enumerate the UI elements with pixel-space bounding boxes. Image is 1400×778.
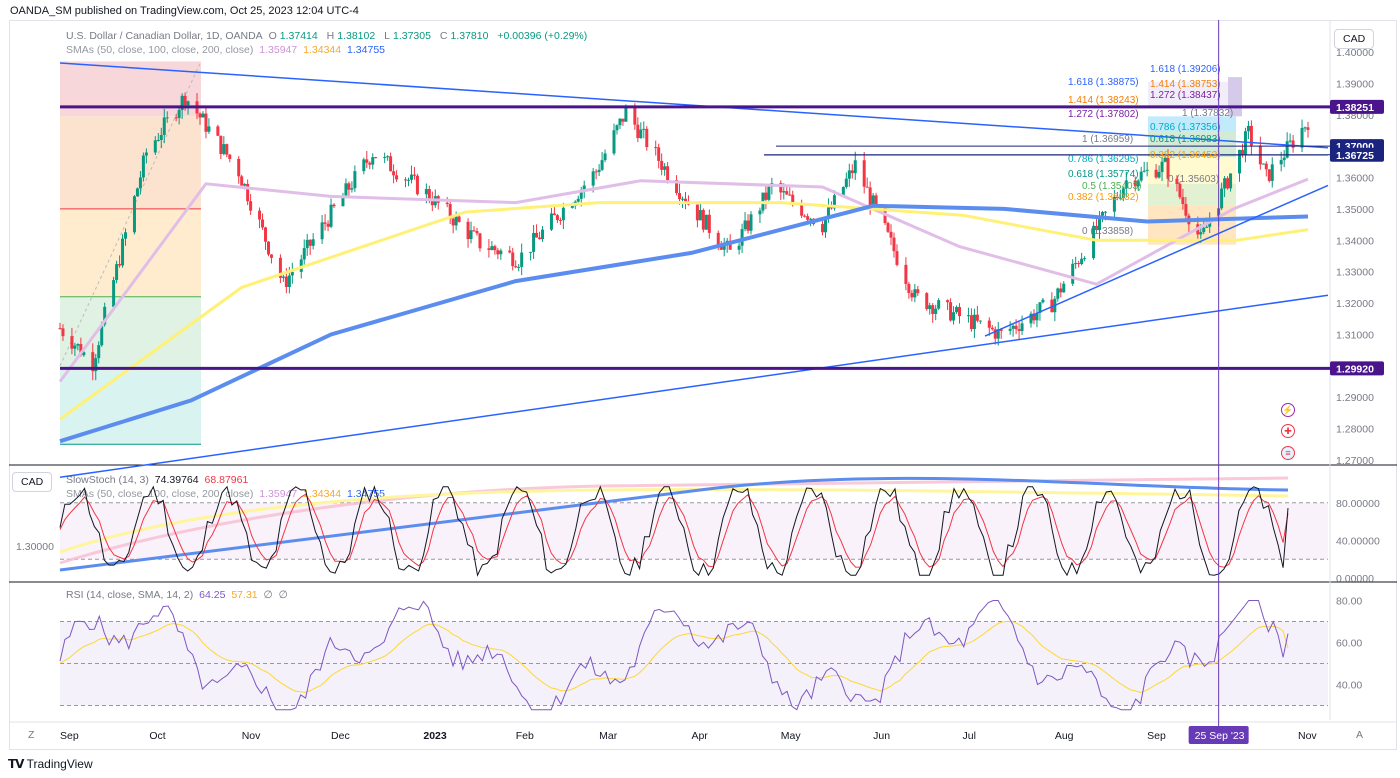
- ohlc-low: L 1.37305: [384, 30, 431, 42]
- sma200-value-lower: 1.34755: [347, 488, 386, 500]
- stoch-d-value: 68.87961: [204, 474, 249, 486]
- rsi-label: RSI (14, close, SMA, 14, 2): [66, 589, 194, 601]
- stoch-k-value: 74.39764: [154, 474, 199, 486]
- chart-frame: [9, 20, 1397, 750]
- ohlc-change: +0.00396 (+0.29%): [497, 30, 588, 42]
- ohlc-high: H 1.38102: [326, 30, 376, 42]
- rsi-ma-value: 57.31: [231, 589, 258, 601]
- lightning-icon[interactable]: ⚡: [1281, 403, 1295, 417]
- stoch-label: SlowStoch (14, 3): [66, 474, 149, 486]
- tradingview-logo-icon: 𝗧𝗩: [8, 757, 25, 771]
- us-flag-icon[interactable]: ≡: [1281, 446, 1295, 460]
- sma200-value: 1.34755: [347, 44, 386, 56]
- auto-scale-button[interactable]: A: [1356, 729, 1364, 741]
- rsi-value: 64.25: [199, 589, 226, 601]
- symbol-legend: U.S. Dollar / Canadian Dollar, 1D, OANDA…: [66, 30, 590, 42]
- rsi-empty-2: ∅: [278, 589, 288, 601]
- zoom-z-button[interactable]: Z: [28, 729, 35, 741]
- ohlc-close: C 1.37810: [439, 30, 489, 42]
- sma-legend: SMAs (50, close, 100, close, 200, close)…: [66, 44, 388, 56]
- sma50-value: 1.35947: [259, 44, 298, 56]
- footer-brand: 𝗧𝗩 TradingView: [8, 757, 93, 771]
- sma100-value-lower: 1.34344: [303, 488, 342, 500]
- sma50-value-lower: 1.35947: [259, 488, 298, 500]
- sma-label-lower: SMAs (50, close, 100, close, 200, close): [66, 488, 254, 500]
- rsi-empty-1: ∅: [263, 589, 273, 601]
- sma-label: SMAs (50, close, 100, close, 200, close): [66, 44, 254, 56]
- sma-legend-lower: SMAs (50, close, 100, close, 200, close)…: [66, 488, 388, 500]
- currency-button[interactable]: CAD: [1334, 29, 1375, 49]
- sma100-value: 1.34344: [303, 44, 342, 56]
- ohlc-open: O 1.37414: [268, 30, 318, 42]
- canada-flag-icon[interactable]: ✚: [1281, 424, 1295, 438]
- currency-button-lower[interactable]: CAD: [12, 472, 53, 492]
- brand-name: TradingView: [26, 757, 93, 771]
- symbol-name: U.S. Dollar / Canadian Dollar, 1D, OANDA: [66, 30, 263, 42]
- stoch-legend: SlowStoch (14, 3) 74.39764 68.87961: [66, 474, 251, 486]
- publish-info: OANDA_SM published on TradingView.com, O…: [10, 5, 359, 17]
- lower-left-price: 1.30000: [16, 541, 54, 553]
- rsi-legend: RSI (14, close, SMA, 14, 2) 64.25 57.31 …: [66, 589, 291, 601]
